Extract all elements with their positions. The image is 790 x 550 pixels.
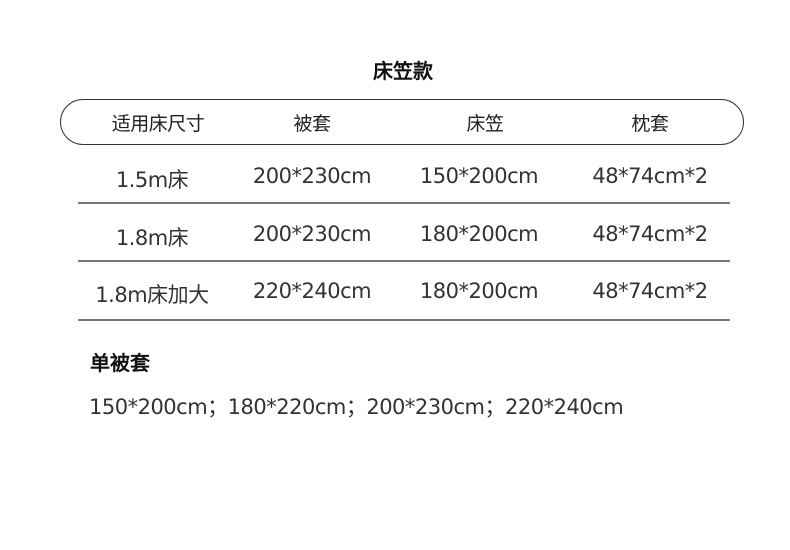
cell-fitted-sheet: 180*200cm — [419, 279, 539, 303]
section-title-single-duvet: 单被套 — [90, 351, 150, 375]
table-header-frame — [60, 99, 744, 145]
cell-pillowcase: 48*74cm*2 — [592, 279, 708, 303]
single-duvet-sizes: 150*200cm；180*220cm；200*230cm；220*240cm — [89, 395, 624, 419]
cell-fitted-sheet: 180*200cm — [419, 222, 539, 246]
row-divider — [78, 202, 730, 204]
cell-duvet-cover: 220*240cm — [252, 279, 372, 303]
header-duvet-cover: 被套 — [293, 113, 331, 135]
header-pillowcase: 枕套 — [631, 113, 669, 135]
cell-pillowcase: 48*74cm*2 — [592, 164, 708, 188]
cell-duvet-cover: 200*230cm — [252, 222, 372, 246]
cell-bed-size: 1.5m床 — [115, 168, 189, 192]
cell-pillowcase: 48*74cm*2 — [592, 222, 708, 246]
cell-bed-size: 1.8m床加大 — [95, 283, 209, 307]
row-divider — [78, 319, 730, 321]
row-divider — [78, 260, 730, 262]
cell-duvet-cover: 200*230cm — [252, 164, 372, 188]
header-fitted-sheet: 床笠 — [466, 113, 504, 135]
cell-fitted-sheet: 150*200cm — [419, 164, 539, 188]
page-title: 床笠款 — [373, 59, 433, 83]
header-bed-size: 适用床尺寸 — [111, 113, 205, 135]
cell-bed-size: 1.8m床 — [115, 226, 189, 250]
